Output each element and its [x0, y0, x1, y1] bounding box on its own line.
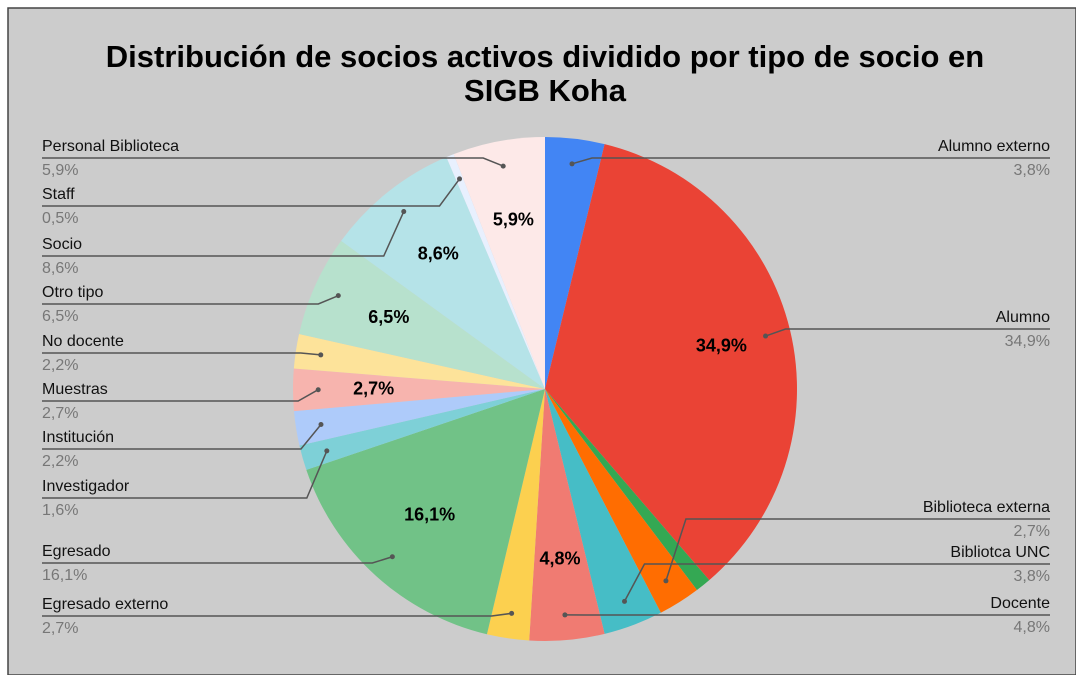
legend-name: Personal Biblioteca — [42, 138, 179, 155]
leader-line — [42, 211, 405, 257]
leader-dot — [500, 163, 506, 169]
leader-dot — [324, 448, 330, 454]
leader-dot — [389, 554, 395, 560]
legend-name: Otro tipo — [42, 284, 103, 301]
legend-name: Egresado externo — [42, 596, 168, 613]
pie-slice — [486, 389, 545, 641]
leader-line — [42, 157, 504, 167]
legend-value: 2,7% — [1014, 523, 1050, 540]
legend-value: 2,2% — [42, 453, 78, 470]
legend-value: 3,8% — [1014, 162, 1050, 179]
leader-dot — [315, 387, 321, 393]
slice-label: 16,1% — [404, 504, 455, 524]
pie-slice — [293, 334, 545, 389]
legend-value: 6,5% — [42, 308, 78, 325]
legend-value: 1,6% — [42, 502, 78, 519]
legend-name: Egresado — [42, 543, 111, 560]
leader-dot — [335, 293, 341, 299]
legend-name: Docente — [990, 595, 1050, 612]
legend-name: Biblioteca externa — [923, 499, 1050, 516]
legend-name: Staff — [42, 186, 75, 203]
pie-slice — [306, 389, 545, 635]
leader-line — [42, 294, 339, 305]
leader-dot — [509, 610, 515, 616]
leader-dot — [457, 176, 463, 182]
leader-dot — [318, 352, 324, 358]
legend-value: 4,8% — [1014, 619, 1050, 636]
legend-value: 5,9% — [42, 162, 78, 179]
legend-name: Muestras — [42, 381, 108, 398]
chart-title: Distribución de socios activos dividido … — [105, 39, 985, 108]
legend-value: 2,7% — [42, 620, 78, 637]
legend-value: 16,1% — [42, 567, 87, 584]
legend-name: Alumno — [996, 309, 1050, 326]
legend-value: 2,7% — [42, 405, 78, 422]
slice-label: 6,5% — [368, 307, 409, 327]
slice-label: 8,6% — [418, 244, 459, 264]
pie-slice — [446, 154, 545, 389]
pie-slice — [545, 389, 697, 613]
leader-line — [42, 424, 322, 450]
pie-slice — [545, 137, 605, 389]
leader-line — [42, 556, 393, 564]
legend-value: 0,5% — [42, 210, 78, 227]
leader-dot — [401, 209, 407, 215]
leader-dot — [663, 578, 669, 584]
leader-line — [765, 328, 1050, 337]
legend-name: Institución — [42, 429, 114, 446]
slice-label: 4,8% — [540, 548, 581, 568]
slice-label: 34,9% — [696, 335, 747, 355]
leader-line — [42, 612, 512, 617]
slice-label: 5,9% — [493, 209, 534, 229]
legend-name: No docente — [42, 333, 124, 350]
leader-line — [42, 389, 319, 402]
pie-slice — [299, 389, 545, 470]
legend-name: Bibliotca UNC — [950, 544, 1050, 561]
pie-slice — [341, 157, 545, 389]
leader-line — [42, 352, 321, 356]
pie-slice — [545, 389, 661, 634]
leader-dot — [562, 612, 568, 618]
pie-slice — [299, 240, 545, 389]
leader-dot — [318, 421, 324, 427]
leader-dot — [622, 598, 628, 604]
leader-dot — [569, 161, 575, 167]
leader-line — [42, 450, 328, 499]
pie-slice — [545, 144, 797, 581]
legend-value: 3,8% — [1014, 568, 1050, 585]
legend-name: Socio — [42, 236, 82, 253]
leader-dot — [763, 333, 769, 339]
leader-line — [665, 518, 1050, 582]
legend-value: 34,9% — [1005, 333, 1050, 350]
leader-line — [42, 178, 461, 207]
pie-slice — [545, 389, 710, 591]
legend-value: 2,2% — [42, 357, 78, 374]
legend-name: Alumno externo — [938, 138, 1050, 155]
pie-slice — [529, 389, 605, 641]
pie-slice — [453, 137, 545, 389]
slice-label: 2,7% — [353, 378, 394, 398]
leader-line — [623, 563, 1050, 602]
legend-value: 8,6% — [42, 260, 78, 277]
leader-line — [571, 157, 1050, 165]
pie-slice — [292, 368, 545, 412]
pie-slice — [293, 389, 545, 446]
legend-name: Investigador — [42, 478, 130, 495]
